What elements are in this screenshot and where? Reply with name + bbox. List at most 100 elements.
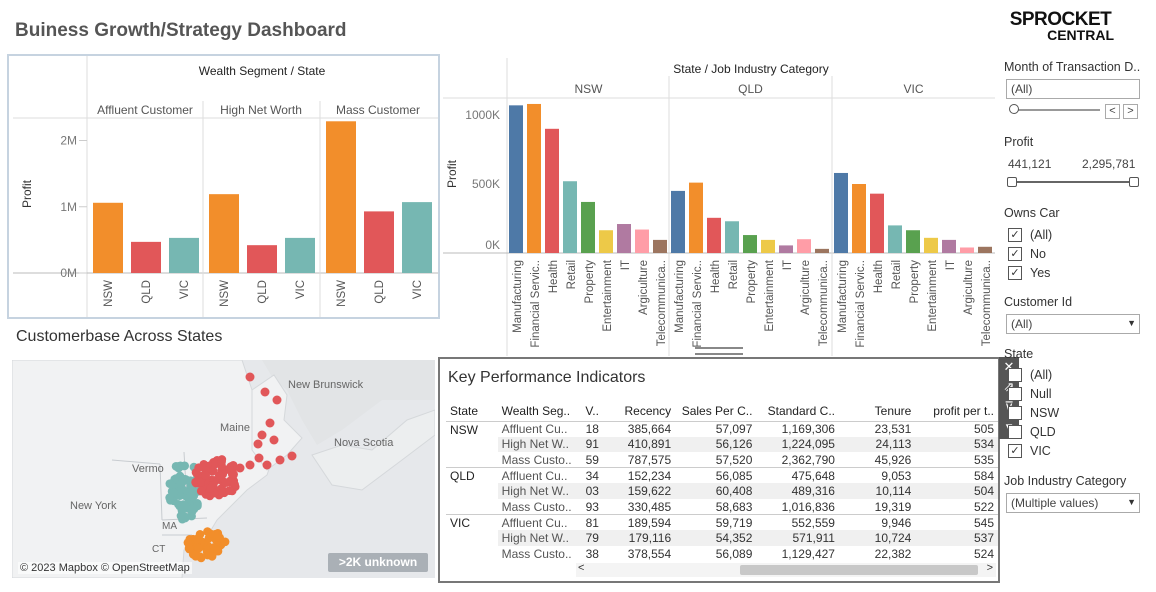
checkbox-checked-icon[interactable]: ✓ xyxy=(1008,444,1022,458)
bar-property[interactable] xyxy=(743,235,757,253)
bar-vic[interactable] xyxy=(402,202,432,273)
customer-id-dropdown[interactable]: (All) ▼ xyxy=(1006,314,1140,334)
month-next-button[interactable]: > xyxy=(1123,104,1138,119)
filter-option[interactable]: Null xyxy=(1008,386,1052,402)
checkbox-empty-icon[interactable] xyxy=(1008,425,1022,439)
month-slider-handle[interactable] xyxy=(1009,104,1019,114)
checkbox-empty-icon[interactable] xyxy=(1008,368,1022,382)
checkbox-empty-icon[interactable] xyxy=(1008,406,1022,420)
table-row[interactable]: Mass Custo.. 38 378,554 56,089 1,129,427 22,3… xyxy=(446,546,998,562)
table-cell: 58,683 xyxy=(715,499,753,514)
bar-it[interactable] xyxy=(617,224,631,253)
column-header[interactable]: Sales Per C.. xyxy=(675,401,757,422)
kpi-panel[interactable]: Key Performance Indicators State Wealth S… xyxy=(438,357,1000,583)
table-cell: 79 xyxy=(578,530,603,546)
month-filter-input[interactable]: (All) xyxy=(1006,79,1140,99)
checkbox-empty-icon[interactable] xyxy=(1008,387,1022,401)
bar-nsw[interactable] xyxy=(326,121,356,273)
unknown-locations-badge[interactable]: >2K unknown xyxy=(328,553,428,572)
filter-option[interactable]: NSW xyxy=(1008,405,1059,421)
job-industry-dropdown[interactable]: (Multiple values) ▼ xyxy=(1006,493,1140,513)
bar-qld[interactable] xyxy=(247,245,277,273)
column-header[interactable]: Recency xyxy=(602,401,676,422)
bar-entertainment[interactable] xyxy=(924,237,938,253)
checkbox-checked-icon[interactable]: ✓ xyxy=(1008,228,1022,242)
table-row[interactable]: High Net W.. 79 179,116 54,352 571,911 10,724… xyxy=(446,530,998,546)
table-row[interactable]: Mass Custo.. 93 330,485 58,683 1,016,836 19,3… xyxy=(446,499,998,515)
bar-argiculture[interactable] xyxy=(797,239,811,253)
customer-map[interactable]: New Brunswick Maine Nova Scotia Vermo Ne… xyxy=(12,360,435,578)
checkbox-checked-icon[interactable]: ✓ xyxy=(1008,266,1022,280)
filter-option[interactable]: (All) xyxy=(1008,367,1052,383)
bar-health[interactable] xyxy=(870,193,884,253)
month-prev-button[interactable]: < xyxy=(1105,104,1120,119)
table-row[interactable]: VIC Affluent Cu.. 81 189,594 59,719 552,559 9,… xyxy=(446,514,998,531)
table-cell: 475,648 xyxy=(756,467,839,484)
bar-health[interactable] xyxy=(707,217,721,253)
bar-property[interactable] xyxy=(581,201,595,253)
bar-qld[interactable] xyxy=(131,241,161,273)
horizontal-scrollbar[interactable]: < > xyxy=(576,562,996,577)
open-external-icon[interactable]: ⇗ xyxy=(999,377,1019,397)
bar-manufacturing[interactable] xyxy=(834,172,848,253)
filter-option[interactable]: QLD xyxy=(1008,424,1056,440)
checkbox-checked-icon[interactable]: ✓ xyxy=(1008,247,1022,261)
bar-financial-servic-[interactable] xyxy=(689,182,703,253)
close-icon[interactable]: ✕ xyxy=(1003,359,1015,374)
column-header[interactable]: Tenure xyxy=(838,401,916,422)
bar-qld[interactable] xyxy=(364,211,394,273)
bar-financial-servic-[interactable] xyxy=(527,103,541,254)
bar-entertainment[interactable] xyxy=(599,230,613,253)
bar-argiculture[interactable] xyxy=(635,229,649,253)
column-header[interactable]: Standard C.. xyxy=(756,401,839,422)
bar-health[interactable] xyxy=(545,128,559,253)
bar-retail[interactable] xyxy=(888,225,902,253)
profit-slider-max-handle[interactable] xyxy=(1129,177,1139,187)
table-row[interactable]: QLD Affluent Cu.. 34 152,234 56,085 475,648 9,… xyxy=(446,467,998,484)
column-header[interactable]: V.. xyxy=(578,401,603,422)
bar-telecommunica-[interactable] xyxy=(978,246,992,253)
map-attribution[interactable]: © 2023 Mapbox © OpenStreetMap xyxy=(18,562,192,574)
filter-option[interactable]: ✓ No xyxy=(1008,246,1046,262)
bar-telecommunica-[interactable] xyxy=(653,239,667,253)
bar-telecommunica-[interactable] xyxy=(815,248,829,253)
wealth-segment-chart[interactable]: Wealth Segment / State Profit 0M 1M 2M Afflue… xyxy=(7,54,440,319)
scroll-right-button[interactable]: > xyxy=(986,562,993,574)
bar-nsw[interactable] xyxy=(93,202,123,273)
table-row[interactable]: High Net W.. 91 410,891 56,126 1,224,095 24,1… xyxy=(446,436,998,453)
bar-nsw[interactable] xyxy=(209,194,239,273)
customer-points[interactable] xyxy=(165,372,297,563)
column-header[interactable]: profit per t.. xyxy=(915,401,998,422)
bar-manufacturing[interactable] xyxy=(671,190,685,253)
bar-financial-servic-[interactable] xyxy=(852,184,866,253)
table-row[interactable]: Mass Custo.. 59 787,575 57,520 2,362,790 45,9… xyxy=(446,452,998,468)
filter-title-state: State xyxy=(1004,347,1034,361)
table-row[interactable]: NSW Affluent Cu.. 18 385,664 57,097 1,169,306… xyxy=(446,421,998,437)
month-slider-track[interactable] xyxy=(1012,109,1100,111)
resize-handle[interactable] xyxy=(695,347,743,355)
bar-it[interactable] xyxy=(942,239,956,253)
bar-entertainment[interactable] xyxy=(761,239,775,253)
table-cell: NSW xyxy=(450,422,478,437)
job-industry-chart[interactable]: State / Job Industry Category Profit 0K 500… xyxy=(443,56,995,356)
table-cell: 59,719 xyxy=(675,514,757,531)
column-header[interactable]: State xyxy=(446,401,498,422)
filter-option[interactable]: ✓ VIC xyxy=(1008,443,1051,459)
table-cell: 56,126 xyxy=(675,436,757,453)
scrollbar-thumb[interactable] xyxy=(740,565,978,575)
scroll-left-button[interactable]: < xyxy=(578,562,585,574)
filter-option[interactable]: ✓ Yes xyxy=(1008,265,1050,281)
profit-slider-min-handle[interactable] xyxy=(1007,177,1017,187)
bar-manufacturing[interactable] xyxy=(509,105,523,253)
bar-vic[interactable] xyxy=(285,237,315,273)
bar-property[interactable] xyxy=(906,230,920,253)
bar-retail[interactable] xyxy=(725,221,739,253)
bar-vic[interactable] xyxy=(169,237,199,273)
column-header[interactable]: Wealth Seg.. xyxy=(497,401,579,422)
profit-slider-track[interactable] xyxy=(1012,181,1136,183)
filter-option[interactable]: ✓ (All) xyxy=(1008,227,1052,243)
bar-it[interactable] xyxy=(779,245,793,253)
table-row[interactable]: High Net W.. 03 159,622 60,408 489,316 10,114… xyxy=(446,483,998,499)
bar-argiculture[interactable] xyxy=(960,247,974,253)
bar-retail[interactable] xyxy=(563,181,577,253)
